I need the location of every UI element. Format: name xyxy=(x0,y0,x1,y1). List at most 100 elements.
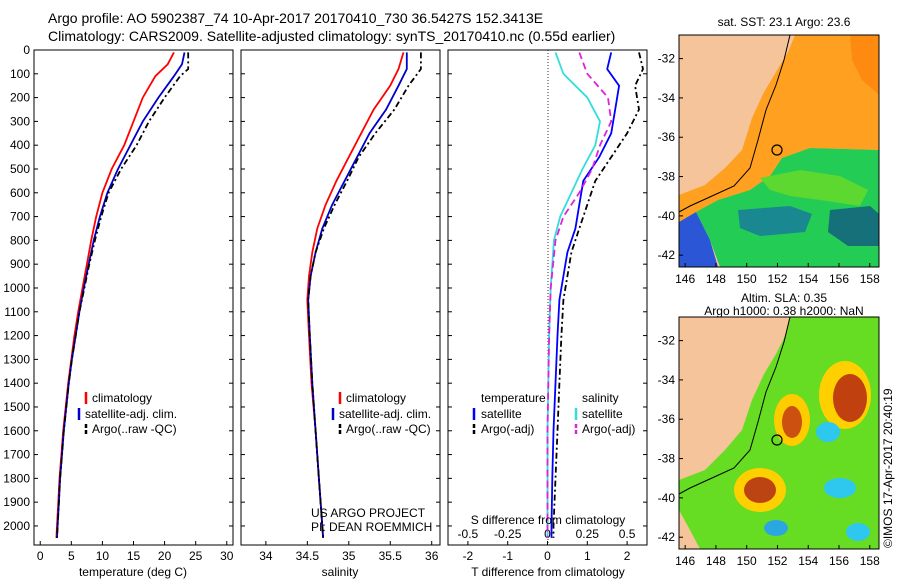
series-line-temperature-argo-adj xyxy=(552,52,644,538)
high-sla-eddy-core xyxy=(744,477,776,503)
title-line-1: Argo profile: AO 5902387_74 10-Apr-2017 … xyxy=(48,10,544,26)
high-sla-eddy-core xyxy=(833,374,867,422)
y-tick-label: 1200 xyxy=(3,329,30,343)
map-y-tick-label: -34 xyxy=(658,373,676,387)
legend-argo-label: Argo(..raw -QC) xyxy=(92,422,177,436)
series-line-argo-raw-qc xyxy=(56,52,190,538)
temperature-legend: climatology satellite-adj. clim. Argo(..… xyxy=(77,391,177,436)
masked-area xyxy=(679,212,718,267)
y-tick-label: 100 xyxy=(10,67,30,81)
temperature-xlabel: temperature (deg C) xyxy=(79,565,187,579)
legend-climatology-label: climatology xyxy=(346,391,406,405)
x-tick-label: 36 xyxy=(425,549,439,563)
low-sla-eddy xyxy=(816,422,840,442)
map-x-tick-label: 158 xyxy=(860,554,880,568)
map-x-tick-label: 154 xyxy=(798,272,818,286)
y-tick-label: 1700 xyxy=(3,448,30,462)
salinity-axes-box xyxy=(240,49,441,546)
y-tick-label: 400 xyxy=(10,138,30,152)
y-tick-label: 200 xyxy=(10,91,30,105)
legend-temp-satellite-label: satellite xyxy=(481,407,522,421)
legend-temperature-title: temperature xyxy=(481,391,546,405)
map-y-tick-label: -40 xyxy=(658,209,676,223)
x-tick-label: 5 xyxy=(68,549,75,563)
difference-lines xyxy=(546,52,644,538)
map-x-tick-label: 146 xyxy=(675,554,695,568)
map-y-tick-label: -32 xyxy=(658,334,676,348)
pi-annotation: PI: DEAN ROEMMICH xyxy=(311,520,432,534)
argo-location-marker xyxy=(771,144,783,156)
salinity-xlabel: salinity xyxy=(322,565,359,579)
sla-map-ticks: 146 148 150 152 154 156 158 -32 -34 -36 -38 -40 -42 xyxy=(658,334,880,568)
sla-map-frame xyxy=(678,316,880,550)
transition-band xyxy=(760,170,868,206)
title-line-2: Climatology: CARS2009. Satellite-adjuste… xyxy=(48,28,616,44)
y-tick-label: 600 xyxy=(10,186,30,200)
map-x-tick-label: 150 xyxy=(737,272,757,286)
series-line-temperature-satellite xyxy=(550,52,621,538)
project-annotation: US ARGO PROJECT xyxy=(311,506,426,520)
x-tick-label: 34 xyxy=(259,549,273,563)
map-x-tick-label: 146 xyxy=(675,272,695,286)
legend-sal-satellite-label: satellite xyxy=(582,407,623,421)
legend-temp-argo-label: Argo(-adj) xyxy=(481,422,534,436)
temperature-panel: 0 5 10 15 20 25 300100200300400500600700800900… xyxy=(3,43,233,579)
y-tick-label: 0 xyxy=(23,43,30,57)
map-y-tick-label: -34 xyxy=(658,91,676,105)
y-tick-label: 700 xyxy=(10,210,30,224)
argo-location-marker xyxy=(771,434,783,446)
y-tick-label: 1100 xyxy=(4,305,30,319)
map-x-tick-label: 148 xyxy=(706,272,726,286)
map-x-tick-label: 152 xyxy=(767,272,787,286)
x-tick-label: 30 xyxy=(220,549,234,563)
temperature-lines xyxy=(55,51,190,538)
temperature-ticks: 0 5 10 15 20 25 300100200300400500600700800900… xyxy=(3,43,233,563)
high-sla-eddy-core xyxy=(782,406,802,438)
low-sla-eddy xyxy=(824,478,856,498)
y-tick-label: 1500 xyxy=(3,400,30,414)
legend-satellite-label: satellite-adj. clim. xyxy=(339,407,431,421)
x-tick-label: 15 xyxy=(127,549,141,563)
s-difference-label: S difference from climatology xyxy=(471,513,626,527)
y-tick-label: 1600 xyxy=(3,424,30,438)
x-tick-label: 0 xyxy=(544,549,551,563)
y-tick-label: 1800 xyxy=(3,471,30,485)
salinity-ticks: 34 34.5 35 35.5 36 xyxy=(241,49,440,563)
map-x-tick-label: 154 xyxy=(798,554,818,568)
salinity-legend: climatology satellite-adj. clim. Argo(..… xyxy=(331,391,431,436)
y-tick-label: 2000 xyxy=(3,519,30,533)
legend-climatology-label: climatology xyxy=(92,391,152,405)
map-x-tick-label: 156 xyxy=(829,272,849,286)
warm-water xyxy=(679,35,879,222)
y-tick-label: 1400 xyxy=(3,376,30,390)
legend-sal-argo-label: Argo(-adj) xyxy=(582,422,635,436)
difference-xlabel: T difference from climatology xyxy=(471,565,625,579)
x-tick-label: 0 xyxy=(37,549,44,563)
y-tick-label: 1300 xyxy=(3,352,30,366)
salinity-lines xyxy=(306,52,422,538)
x-tick-label: 34.5 xyxy=(296,549,320,563)
x-tick-label: 35 xyxy=(342,549,356,563)
sst-map-frame xyxy=(678,34,880,268)
map-y-tick-label: -38 xyxy=(658,170,676,184)
map-x-tick-label: 148 xyxy=(706,554,726,568)
map-y-tick-label: -40 xyxy=(658,491,676,505)
x-tick-label: 20 xyxy=(158,549,172,563)
x-tick-label: 2 xyxy=(624,549,631,563)
s-tick-label: -0.25 xyxy=(494,527,522,541)
x-tick-label: -2 xyxy=(463,549,474,563)
map-x-tick-label: 156 xyxy=(829,554,849,568)
legend-satellite-label: satellite-adj. clim. xyxy=(85,407,177,421)
sst-map-title: sat. SST: 23.1 Argo: 23.6 xyxy=(718,15,851,29)
map-x-tick-label: 158 xyxy=(860,272,880,286)
series-line-salinity-argo-adj xyxy=(546,52,613,538)
low-sla-eddy xyxy=(846,523,870,541)
x-tick-label: 25 xyxy=(189,549,203,563)
salinity-panel: 34 34.5 35 35.5 36 salinity climatology sate… xyxy=(240,49,441,579)
sst-map-ticks: 146 148 150 152 154 156 158 -32 -34 -36 -38 -40 -42 xyxy=(658,52,880,286)
y-tick-label: 900 xyxy=(10,257,30,271)
x-tick-label: 10 xyxy=(96,549,110,563)
legend-argo-label: Argo(..raw -QC) xyxy=(346,422,431,436)
y-tick-label: 1000 xyxy=(3,281,30,295)
